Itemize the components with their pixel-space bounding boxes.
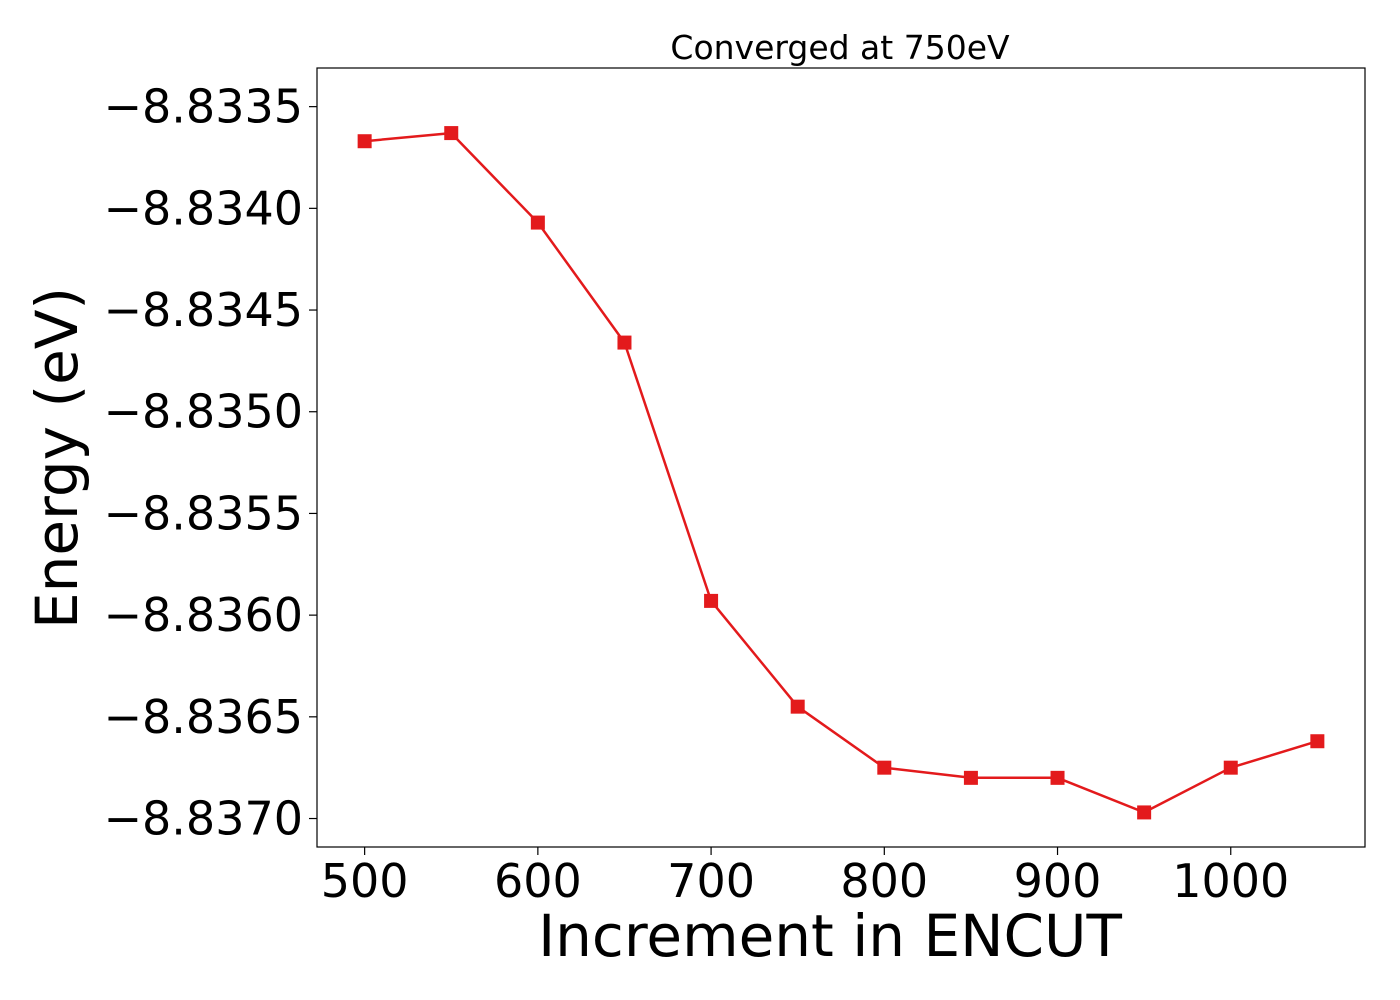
data-point-marker [444, 126, 459, 141]
y-tick-label: −8.8355 [104, 486, 304, 540]
y-axis: −8.8335 −8.8340 −8.8345 −8.8350 −8.8355 −8.83… [104, 80, 317, 846]
plot-area [316, 67, 1366, 848]
data-point-marker [530, 215, 545, 230]
y-tick-label: −8.8360 [104, 588, 304, 642]
y-tick-label: −8.8345 [104, 283, 304, 337]
x-tick-label: 1000 [1172, 854, 1289, 908]
data-point-marker [1310, 734, 1325, 749]
y-tick-label: −8.8350 [104, 385, 304, 439]
y-axis-label: Energy (eV) [23, 287, 91, 629]
data-point-marker [617, 335, 632, 350]
data-point-marker [1223, 760, 1238, 775]
data-point-marker [704, 593, 719, 608]
chart-title: Converged at 750eV [670, 28, 1010, 67]
series-line [364, 131, 1318, 814]
x-axis: 500 600 700 800 900 1000 [321, 847, 1289, 908]
x-tick-label: 600 [494, 854, 582, 908]
data-point-marker [963, 770, 978, 785]
data-point-marker [790, 699, 805, 714]
x-tick-label: 500 [321, 854, 409, 908]
x-tick-label: 900 [1014, 854, 1102, 908]
y-tick-label: −8.8340 [104, 181, 304, 235]
y-tick-label: −8.8335 [104, 80, 304, 134]
data-point-marker [1137, 805, 1152, 820]
x-tick-label: 800 [840, 854, 928, 908]
series-layer [357, 126, 1325, 820]
x-axis-label: Increment in ENCUT [538, 902, 1122, 970]
data-point-marker [357, 134, 372, 149]
y-tick-label: −8.8365 [104, 690, 304, 744]
x-tick-label: 700 [667, 854, 755, 908]
data-point-marker [877, 760, 892, 775]
y-tick-label: −8.8370 [104, 792, 304, 846]
data-point-marker [1050, 770, 1065, 785]
